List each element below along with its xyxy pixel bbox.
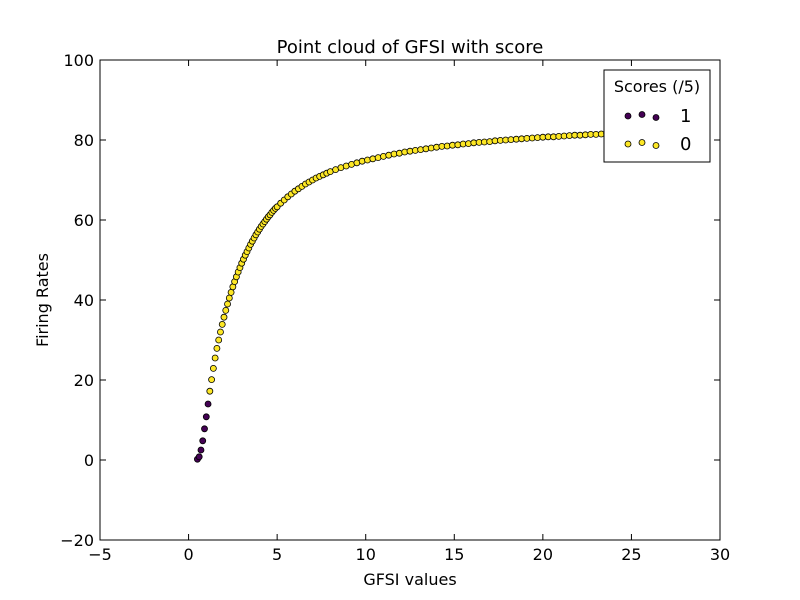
y-axis-label: Firing Rates (33, 253, 52, 347)
data-point-series-1 (195, 453, 203, 461)
x-tick-label: 10 (356, 545, 376, 564)
legend-marker-0 (638, 139, 646, 146)
data-point-series-0 (206, 387, 214, 395)
data-point-series-0 (209, 364, 217, 372)
y-tick-label: 60 (74, 211, 94, 230)
legend-markers (624, 111, 660, 149)
legend-marker-1 (624, 112, 632, 120)
legend-marker-1 (652, 114, 660, 121)
data-point-series-1 (201, 425, 208, 433)
legend-marker-0 (652, 142, 660, 149)
x-tick-label: −5 (88, 545, 112, 564)
y-tick-label: −20 (60, 531, 94, 550)
data-point-series-1 (199, 437, 207, 445)
data-points (194, 130, 616, 463)
legend-marker-1 (638, 111, 646, 118)
data-point-series-0 (224, 300, 231, 308)
data-point-series-0 (225, 294, 233, 302)
y-tick-label: 100 (63, 51, 94, 70)
legend-marker-0 (624, 140, 632, 148)
legend-label-1: 1 (680, 106, 691, 127)
legend: Scores (/5) 1 0 (603, 69, 711, 163)
y-tick-label: 40 (74, 291, 94, 310)
data-point-series-1 (204, 400, 212, 408)
data-point-series-0 (217, 328, 224, 336)
data-point-series-0 (213, 344, 221, 352)
data-point-series-1 (202, 413, 210, 421)
x-tick-label: 0 (183, 545, 193, 564)
x-tick-label: 25 (621, 545, 641, 564)
legend-label-0: 0 (680, 134, 691, 155)
chart-title: Point cloud of GFSI with score (277, 37, 544, 58)
data-point-series-1 (197, 446, 205, 454)
data-point-series-0 (215, 336, 223, 344)
y-tick-label: 80 (74, 131, 94, 150)
x-tick-label: 20 (533, 545, 553, 564)
y-tick-label: 20 (74, 371, 94, 390)
x-tick-label: 30 (710, 545, 730, 564)
data-point-series-0 (218, 320, 226, 328)
data-point-series-0 (211, 354, 219, 362)
legend-title: Scores (/5) (614, 77, 700, 96)
data-point-series-0 (227, 288, 235, 296)
x-axis-label: GFSI values (363, 570, 456, 589)
data-point-series-0 (222, 306, 230, 314)
x-tick-label: 15 (444, 545, 464, 564)
y-tick-label: 0 (84, 451, 94, 470)
x-tick-label: 5 (272, 545, 282, 564)
data-point-series-0 (208, 376, 216, 384)
plot-frame (99, 59, 721, 541)
data-point-series-0 (220, 313, 228, 321)
